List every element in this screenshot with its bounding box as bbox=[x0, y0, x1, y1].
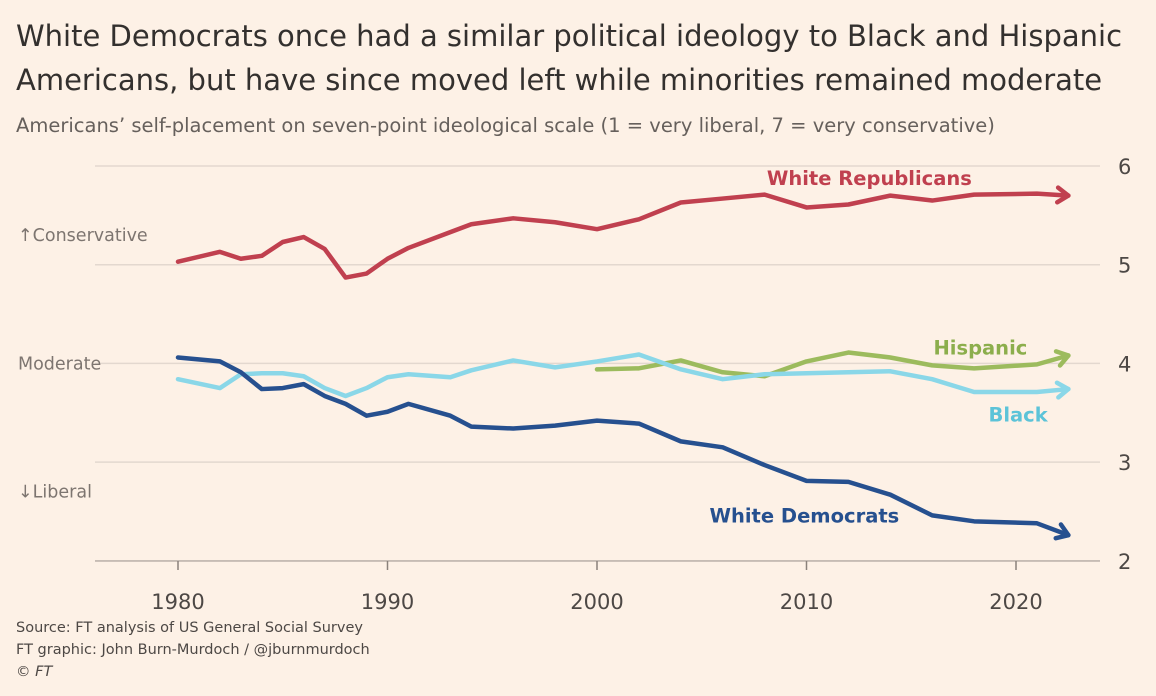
series-label: White Republicans bbox=[767, 167, 972, 190]
copyright: © FT bbox=[16, 664, 53, 680]
source-note: Source: FT analysis of US General Social… bbox=[16, 620, 363, 636]
series-line-black bbox=[175, 352, 1071, 399]
arrow-head-black bbox=[1054, 380, 1071, 400]
y-tick-label: 2 bbox=[1118, 550, 1131, 574]
y-tick-label: 4 bbox=[1118, 352, 1131, 376]
y-tick-label: 3 bbox=[1118, 451, 1131, 475]
series-line-hispanic bbox=[594, 350, 1071, 379]
series-line-white-republicans bbox=[175, 191, 1071, 280]
axis-annotation: Moderate bbox=[18, 354, 101, 374]
x-tick-label: 2020 bbox=[989, 590, 1042, 614]
x-tick-label: 2010 bbox=[780, 590, 833, 614]
arrow-head-white-republicans bbox=[1054, 185, 1071, 205]
arrow-head-hispanic bbox=[1053, 349, 1071, 368]
y-tick-label: 5 bbox=[1118, 254, 1131, 278]
series-label: Black bbox=[988, 404, 1048, 427]
series-line-white-democrats bbox=[175, 355, 1071, 538]
graphic-credit: FT graphic: John Burn-Murdoch / @jburnmu… bbox=[16, 642, 370, 658]
x-tick-label: 1980 bbox=[151, 590, 204, 614]
y-tick-label: 6 bbox=[1118, 155, 1131, 179]
x-tick-label: 1990 bbox=[361, 590, 414, 614]
chart-title: White Democrats once had a similar polit… bbox=[16, 19, 1123, 97]
series-label: Hispanic bbox=[933, 337, 1027, 360]
series-label: White Democrats bbox=[709, 504, 899, 527]
axis-annotation: ↑Conservative bbox=[18, 226, 148, 246]
x-tick-label: 2000 bbox=[570, 590, 623, 614]
arrow-head-white-democrats bbox=[1053, 522, 1071, 541]
axis-annotation: ↓Liberal bbox=[18, 483, 92, 503]
chart-subtitle: Americans’ self-placement on seven-point… bbox=[16, 114, 995, 137]
